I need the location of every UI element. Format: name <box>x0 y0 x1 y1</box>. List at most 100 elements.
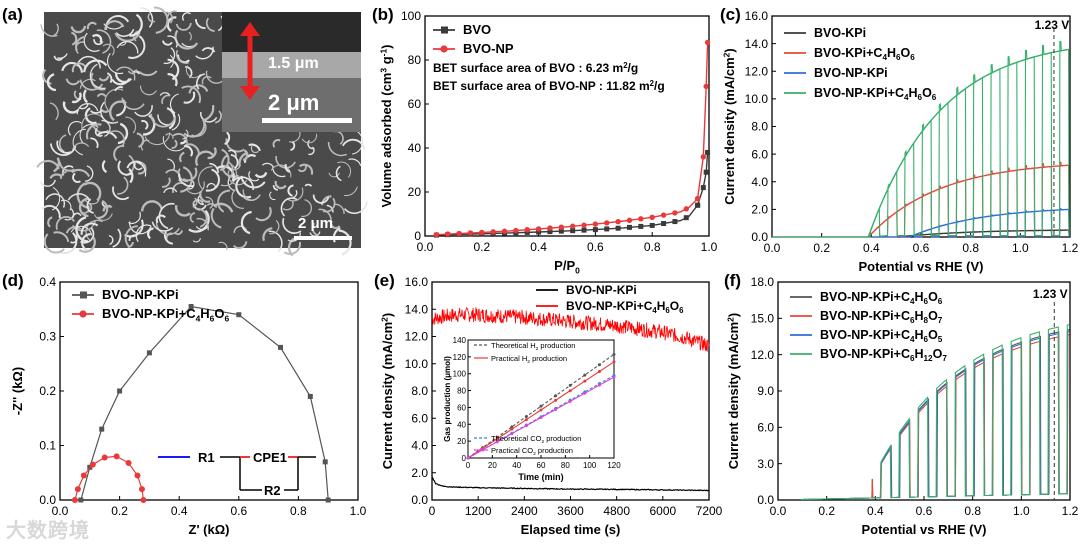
y-tick-label: 40 <box>408 141 422 155</box>
sem-flake <box>49 143 77 156</box>
sem-flake <box>93 39 104 46</box>
sem-flake <box>85 123 102 140</box>
sem-flake <box>286 187 304 202</box>
sem-flake <box>174 29 199 50</box>
sem-flake <box>192 237 201 243</box>
sem-flake <box>53 157 61 173</box>
sem-flake <box>180 166 193 193</box>
sem-flake <box>51 186 61 211</box>
sem-flake <box>104 88 124 111</box>
sem-flake <box>240 210 252 235</box>
sem-flake <box>290 141 296 151</box>
sem-flake <box>117 122 129 145</box>
x-tick-label: 1.0 <box>701 240 718 254</box>
data-point <box>78 497 84 503</box>
main-scale-label: 2 μm <box>298 215 333 232</box>
data-point <box>604 220 610 226</box>
data-point <box>626 224 632 230</box>
sem-flake <box>82 89 89 104</box>
sem-flake <box>141 120 149 130</box>
sem-flake <box>175 49 189 64</box>
plot-frame <box>424 15 710 237</box>
inset-data-point <box>495 437 499 441</box>
sem-flake <box>343 201 368 215</box>
sem-flake <box>304 183 313 187</box>
y-tick-label: 3.0 <box>757 457 774 471</box>
inset-data-point <box>568 383 572 387</box>
x-tick-label: 0.6 <box>913 241 930 255</box>
sem-flake <box>117 176 129 195</box>
sem-flake <box>230 154 239 169</box>
inset-data-point <box>466 456 470 460</box>
sem-flake <box>103 23 123 30</box>
sem-flake <box>179 151 185 163</box>
sem-flake <box>46 73 57 92</box>
sem-flake <box>163 231 174 245</box>
inset-y-tick-label: 120 <box>453 353 467 362</box>
legend-marker <box>440 45 448 53</box>
sem-flake <box>47 216 53 228</box>
sem-flake <box>70 225 93 236</box>
sem-flake <box>351 130 364 155</box>
sem-flake <box>128 168 134 184</box>
inset-x-tick-label: 40 <box>512 461 521 470</box>
marker-label: 1.23 V <box>1035 18 1070 32</box>
sem-flake <box>117 160 132 176</box>
data-point <box>513 227 519 234</box>
y-axis-label: Current density (mA/cm2​) <box>379 313 395 469</box>
x-axis-label: P/P0​ <box>554 258 580 275</box>
annotation-bet-bvo-np: BET surface area of BVO-NP : 11.82 m2​/g <box>433 79 665 93</box>
y-axis-label: Current density (mA/cm2​) <box>725 313 741 469</box>
sem-flake <box>60 170 67 179</box>
sem-flake <box>181 12 191 21</box>
x-tick-label: 0.2 <box>818 504 835 518</box>
sem-flake <box>338 229 352 256</box>
sem-flake <box>195 207 208 228</box>
sem-flake <box>53 55 64 61</box>
sem-flake <box>155 222 180 236</box>
inset-data-point <box>554 398 558 402</box>
sem-flake <box>301 199 313 218</box>
sem-flake <box>209 162 219 173</box>
sem-flake <box>135 224 152 243</box>
sem-flake <box>330 220 341 230</box>
sem-flake <box>153 6 169 34</box>
sem-flake <box>150 113 176 128</box>
sem-flake <box>90 137 99 149</box>
sem-flake <box>141 200 163 212</box>
inset-y-tick-label: 80 <box>457 387 466 396</box>
x-tick-label: 0.0 <box>52 504 69 518</box>
data-point <box>592 221 599 227</box>
sem-flake <box>312 194 330 204</box>
data-point <box>325 497 331 503</box>
sem-flake <box>326 204 334 213</box>
panel-a: (a) 1.5 μm 2 μm 2 μm <box>2 5 368 257</box>
sem-flake <box>79 78 96 89</box>
data-point <box>140 497 147 503</box>
sem-flake <box>287 232 301 242</box>
sem-flake <box>133 162 143 171</box>
sem-flake <box>206 182 216 188</box>
sem-flake <box>197 195 204 205</box>
inset-x-tick-label: 120 <box>607 461 621 470</box>
sem-flake <box>189 212 196 224</box>
x-tick-label: 1200 <box>465 504 492 518</box>
sem-flake <box>78 197 89 218</box>
envelope-BVO-NP-KPi+C4H6O6 <box>867 48 1068 238</box>
y-tick-label: 100 <box>401 9 421 23</box>
y-tick-label: 8.0 <box>411 384 428 398</box>
sem-flake <box>322 197 336 213</box>
sem-flake <box>112 186 130 201</box>
sem-flake <box>106 72 113 84</box>
sem-flake <box>53 231 70 243</box>
data-point <box>99 426 105 432</box>
sem-flake <box>112 228 122 248</box>
sem-flake <box>124 219 144 238</box>
sem-flake <box>134 104 153 117</box>
y-tick-label: 80 <box>408 53 422 67</box>
sem-flake <box>195 150 214 167</box>
data-point <box>592 227 598 233</box>
panel-b: 0.0 0.2 0.4 0.6 0.8 1.0 0 20 40 60 80 100 P/P0​ Volum… <box>372 5 718 275</box>
sem-flake <box>171 139 178 149</box>
legend-marker <box>80 291 87 299</box>
